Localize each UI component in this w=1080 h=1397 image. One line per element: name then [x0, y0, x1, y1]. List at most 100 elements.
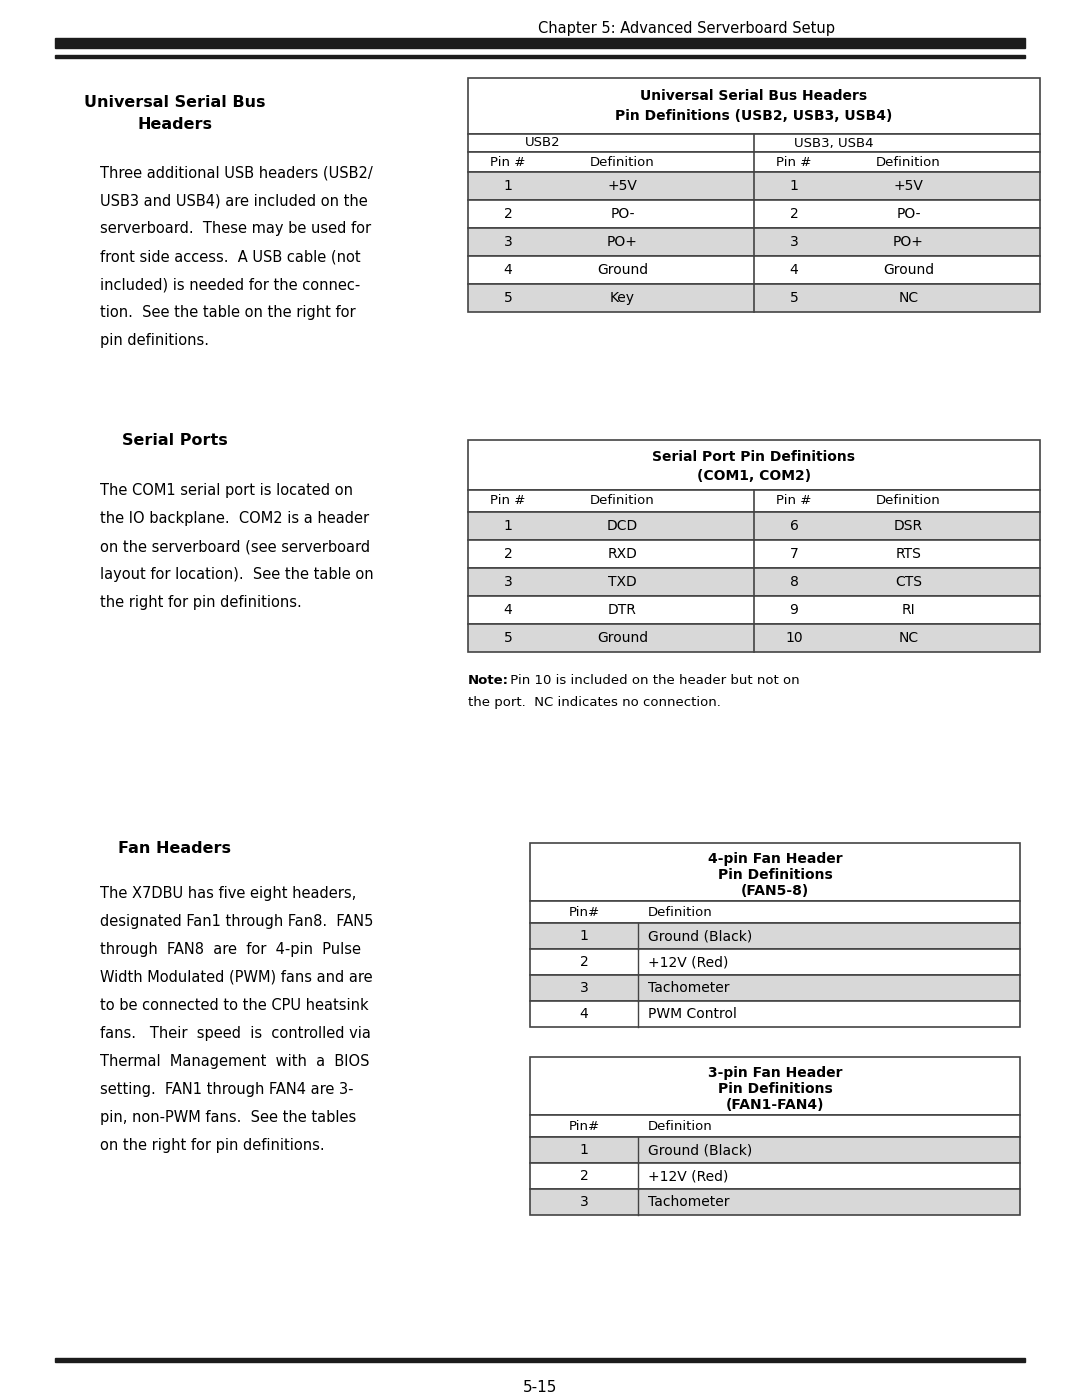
Bar	[530, 975, 1020, 1002]
Text: on the serverboard (see serverboard: on the serverboard (see serverboard	[100, 539, 370, 555]
Text: 2: 2	[503, 207, 512, 221]
Text: Universal Serial Bus: Universal Serial Bus	[84, 95, 266, 110]
Text: PO-: PO-	[610, 207, 635, 221]
Text: 1: 1	[580, 1143, 589, 1157]
Text: Serial Ports: Serial Ports	[122, 433, 228, 448]
Bar	[468, 134, 1040, 152]
Bar	[530, 1058, 1020, 1115]
Bar	[468, 200, 1040, 228]
Bar	[530, 1002, 1020, 1027]
Text: Ground: Ground	[597, 263, 648, 277]
Text: 6: 6	[789, 520, 798, 534]
Text: Definition: Definition	[590, 155, 654, 169]
Text: fans.   Their  speed  is  controlled via: fans. Their speed is controlled via	[100, 1025, 370, 1041]
Text: 5: 5	[503, 291, 512, 305]
Text: Pin #: Pin #	[490, 495, 526, 507]
Bar	[530, 1137, 1020, 1162]
Text: USB2: USB2	[525, 137, 561, 149]
Text: Ground: Ground	[597, 631, 648, 645]
Text: Ground: Ground	[882, 263, 934, 277]
Text: Pin #: Pin #	[777, 495, 812, 507]
Text: pin definitions.: pin definitions.	[100, 332, 210, 348]
Text: Definition: Definition	[648, 1119, 713, 1133]
Bar	[468, 172, 1040, 200]
Text: USB3 and USB4) are included on the: USB3 and USB4) are included on the	[100, 193, 368, 208]
Text: PO+: PO+	[607, 235, 638, 249]
Text: 9: 9	[789, 604, 798, 617]
Text: 3: 3	[789, 235, 798, 249]
Text: Pin Definitions (USB2, USB3, USB4): Pin Definitions (USB2, USB3, USB4)	[616, 109, 893, 123]
Text: Tachometer: Tachometer	[648, 1194, 729, 1208]
Bar	[55, 1358, 1025, 1362]
Text: 2: 2	[580, 1169, 589, 1183]
Text: +5V: +5V	[893, 179, 923, 193]
Text: pin, non-PWM fans.  See the tables: pin, non-PWM fans. See the tables	[100, 1111, 356, 1125]
Text: Serial Port Pin Definitions: Serial Port Pin Definitions	[652, 450, 855, 464]
Text: PO+: PO+	[893, 235, 923, 249]
Text: front side access.  A USB cable (not: front side access. A USB cable (not	[100, 249, 361, 264]
Text: Definition: Definition	[876, 495, 941, 507]
Text: 1: 1	[789, 179, 798, 193]
Bar	[530, 1189, 1020, 1215]
Bar	[55, 54, 1025, 59]
Text: Pin 10 is included on the header but not on: Pin 10 is included on the header but not…	[507, 673, 799, 687]
Text: +12V (Red): +12V (Red)	[648, 1169, 728, 1183]
Text: through  FAN8  are  for  4-pin  Pulse: through FAN8 are for 4-pin Pulse	[100, 942, 361, 957]
Text: 1: 1	[580, 929, 589, 943]
Text: serverboard.  These may be used for: serverboard. These may be used for	[100, 221, 372, 236]
Text: (FAN1-FAN4): (FAN1-FAN4)	[726, 1098, 824, 1112]
Text: 1: 1	[503, 520, 513, 534]
Text: 5: 5	[789, 291, 798, 305]
Text: Universal Serial Bus Headers: Universal Serial Bus Headers	[640, 89, 867, 103]
Text: layout for location).  See the table on: layout for location). See the table on	[100, 567, 374, 583]
Text: DCD: DCD	[607, 520, 638, 534]
Text: The COM1 serial port is located on: The COM1 serial port is located on	[100, 483, 353, 497]
Bar	[530, 842, 1020, 901]
Bar	[468, 256, 1040, 284]
Text: DSR: DSR	[894, 520, 923, 534]
Text: Width Modulated (PWM) fans and are: Width Modulated (PWM) fans and are	[100, 970, 373, 985]
Text: RTS: RTS	[895, 548, 921, 562]
Text: 3: 3	[503, 235, 512, 249]
Bar	[530, 1162, 1020, 1189]
Text: TXD: TXD	[608, 576, 637, 590]
Text: tion.  See the table on the right for: tion. See the table on the right for	[100, 305, 355, 320]
Text: Pin #: Pin #	[777, 155, 812, 169]
Text: 3: 3	[580, 1194, 589, 1208]
Text: NC: NC	[899, 291, 918, 305]
Text: The X7DBU has five eight headers,: The X7DBU has five eight headers,	[100, 886, 356, 901]
Text: designated Fan1 through Fan8.  FAN5: designated Fan1 through Fan8. FAN5	[100, 914, 374, 929]
Text: the IO backplane.  COM2 is a header: the IO backplane. COM2 is a header	[100, 511, 369, 527]
Bar	[468, 541, 1040, 569]
Text: 2: 2	[789, 207, 798, 221]
Text: PO-: PO-	[896, 207, 920, 221]
Text: Ground (Black): Ground (Black)	[648, 929, 752, 943]
Bar	[55, 38, 1025, 47]
Text: (FAN5-8): (FAN5-8)	[741, 884, 809, 898]
Text: Pin#: Pin#	[568, 905, 599, 918]
Text: Key: Key	[610, 291, 635, 305]
Text: 7: 7	[789, 548, 798, 562]
Text: Definition: Definition	[590, 495, 654, 507]
Text: 4: 4	[503, 263, 512, 277]
Text: Tachometer: Tachometer	[648, 981, 729, 995]
Bar	[468, 624, 1040, 652]
Text: 4-pin Fan Header: 4-pin Fan Header	[707, 852, 842, 866]
Text: 5: 5	[503, 631, 512, 645]
Text: Pin Definitions: Pin Definitions	[717, 1083, 833, 1097]
Text: 1: 1	[503, 179, 513, 193]
Text: 3-pin Fan Header: 3-pin Fan Header	[707, 1066, 842, 1080]
Text: included) is needed for the connec-: included) is needed for the connec-	[100, 277, 361, 292]
Text: RI: RI	[902, 604, 915, 617]
Text: on the right for pin definitions.: on the right for pin definitions.	[100, 1139, 325, 1153]
Text: the right for pin definitions.: the right for pin definitions.	[100, 595, 301, 610]
Bar	[530, 1115, 1020, 1137]
Text: PWM Control: PWM Control	[648, 1007, 737, 1021]
Bar	[468, 490, 1040, 511]
Text: Ground (Black): Ground (Black)	[648, 1143, 752, 1157]
Bar	[468, 569, 1040, 597]
Text: 3: 3	[503, 576, 512, 590]
Text: 10: 10	[785, 631, 802, 645]
Bar	[468, 228, 1040, 256]
Text: Chapter 5: Advanced Serverboard Setup: Chapter 5: Advanced Serverboard Setup	[538, 21, 835, 35]
